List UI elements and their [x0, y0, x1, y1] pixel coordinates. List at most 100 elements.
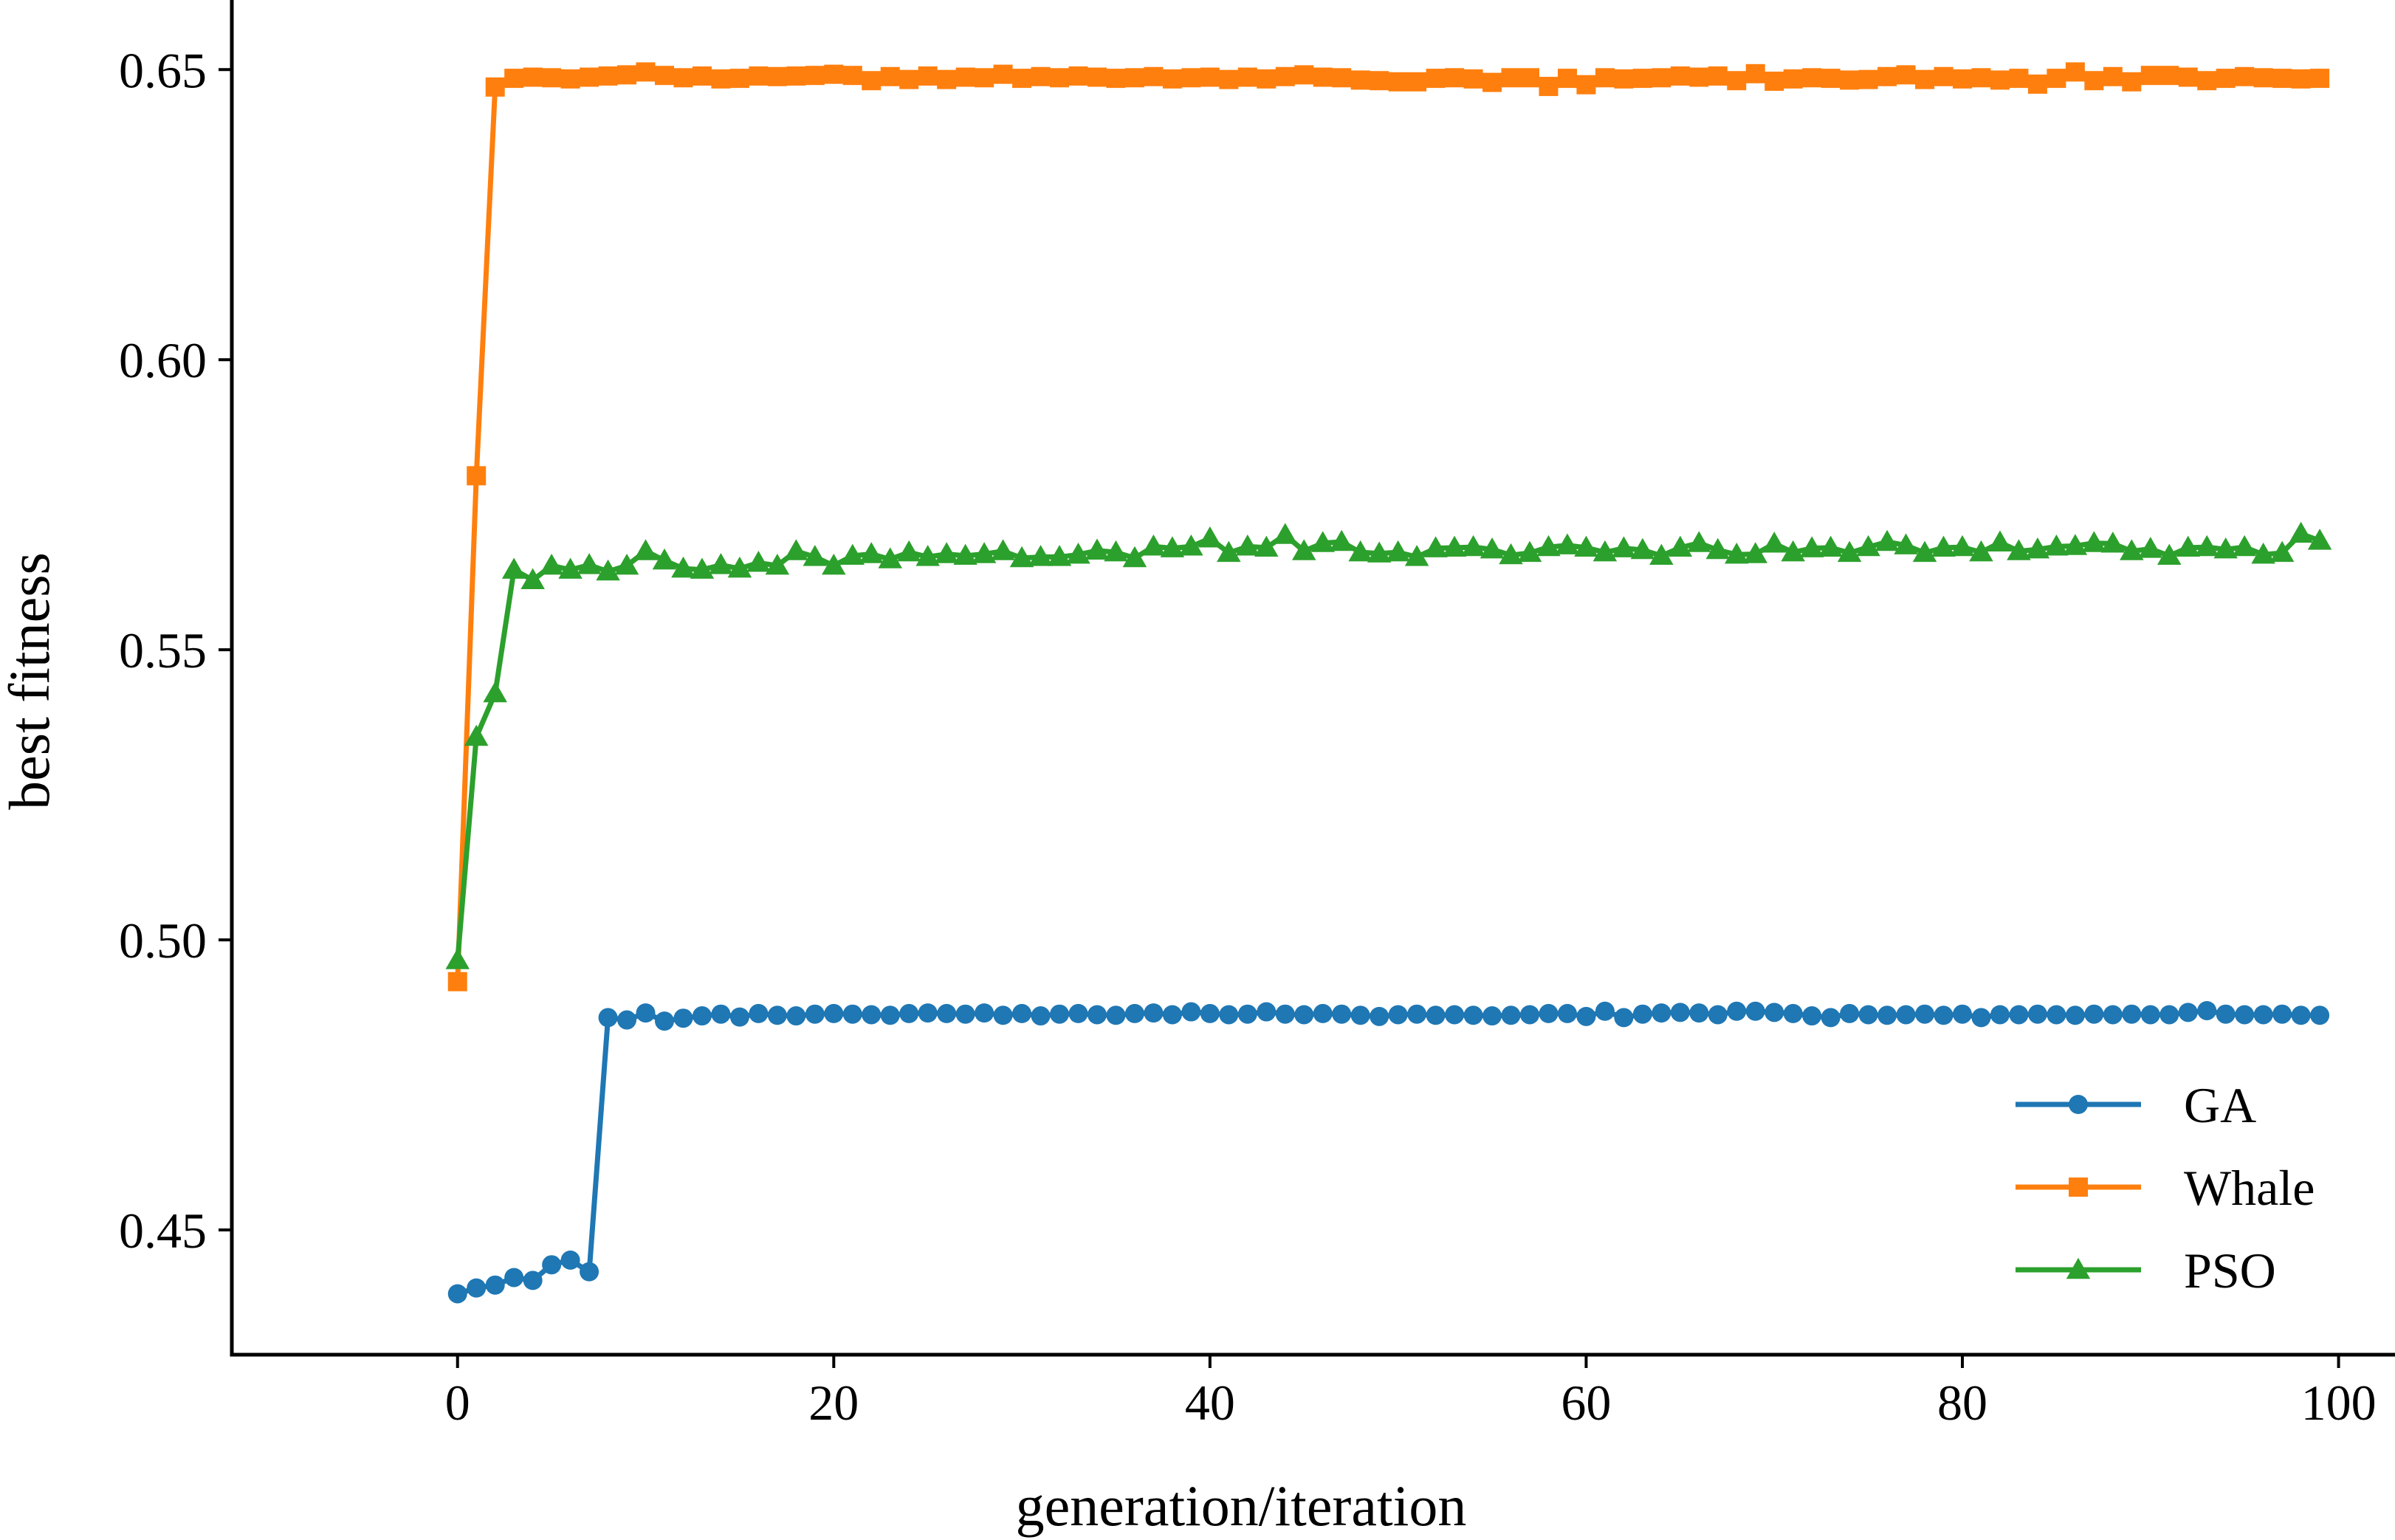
ga-data-point — [1877, 1006, 1897, 1025]
pso-data-point — [2082, 531, 2106, 552]
ga-data-point — [899, 1003, 919, 1023]
whale-data-point — [523, 67, 543, 87]
pso-data-point — [1536, 534, 1561, 557]
whale-data-point — [447, 972, 467, 991]
whale-data-point — [1388, 72, 1408, 92]
whale-data-point — [2047, 69, 2066, 89]
whale-data-point — [1783, 69, 1803, 89]
whale-data-point — [1727, 71, 1747, 91]
pso-data-point — [2157, 543, 2182, 566]
pso-data-point — [2063, 534, 2088, 555]
whale-data-point — [1652, 68, 1671, 88]
whale-data-point — [918, 66, 938, 86]
ga-data-point — [1821, 1008, 1841, 1028]
whale-data-point — [1858, 69, 1878, 89]
pso-data-point — [1555, 533, 1580, 554]
whale-data-point — [2291, 69, 2311, 89]
ga-data-point — [993, 1006, 1013, 1025]
pso-data-point — [1273, 523, 1298, 544]
ga-data-point — [824, 1003, 844, 1023]
ga-data-point — [1445, 1005, 1465, 1025]
pso-data-point — [1856, 534, 1880, 557]
whale-data-point — [1765, 72, 1784, 92]
ga-data-point — [1745, 1001, 1765, 1021]
pso-data-point — [1517, 540, 1542, 563]
whale-data-point — [824, 64, 844, 84]
whale-data-point — [2253, 68, 2273, 88]
pso-data-point — [1104, 540, 1128, 562]
whale-data-point — [542, 68, 562, 88]
whale-data-point — [993, 64, 1013, 84]
ga-data-point — [1501, 1006, 1521, 1025]
whale-data-point — [673, 68, 693, 88]
y-tick-label: 0.65 — [119, 42, 207, 98]
pso-data-point — [1122, 546, 1147, 568]
whale-data-point — [1520, 68, 1539, 88]
pso-data-point — [746, 551, 771, 572]
ga-data-point — [880, 1006, 900, 1025]
ga-data-point — [1313, 1003, 1333, 1023]
ga-data-point — [767, 1006, 787, 1025]
y-axis-label: best fitness — [0, 552, 61, 810]
ga-data-point — [1388, 1005, 1408, 1025]
pso-data-point — [1310, 531, 1335, 552]
whale-data-point — [2027, 74, 2047, 94]
pso-data-point — [1292, 539, 1316, 560]
pso-data-point — [2100, 532, 2126, 553]
whale-data-point — [1050, 68, 1070, 88]
ga-data-point — [1162, 1005, 1182, 1025]
whale-data-point — [1313, 67, 1333, 87]
whale-data-point — [1934, 66, 1954, 86]
ga-data-point — [1765, 1003, 1784, 1022]
whale-data-point — [1990, 70, 2010, 90]
pso-data-point — [2007, 539, 2031, 560]
pso-data-point — [652, 548, 677, 570]
pso-data-point — [2044, 534, 2069, 556]
ga-data-point — [2253, 1005, 2273, 1025]
ga-data-point — [1727, 1001, 1747, 1021]
whale-data-point — [1237, 67, 1257, 87]
ga-data-point — [655, 1011, 674, 1031]
pso-data-point — [2194, 534, 2219, 557]
whale-data-point — [1802, 68, 1822, 88]
pso-data-point — [596, 559, 620, 581]
ga-data-point — [2310, 1006, 2330, 1025]
whale-data-point — [2009, 69, 2029, 89]
pso-data-point — [1725, 543, 1749, 564]
ga-series-line — [456, 1008, 2320, 1296]
ga-data-point — [2027, 1004, 2047, 1024]
legend-entry-whale: Whale — [2016, 1160, 2315, 1216]
pso-data-point — [1480, 537, 1505, 559]
pso-data-point — [859, 542, 884, 563]
whale-data-point — [1200, 67, 1220, 87]
ga-data-point — [1050, 1004, 1070, 1024]
whale-data-point — [1463, 69, 1483, 89]
ga-data-point — [2122, 1004, 2142, 1024]
pso-data-point — [803, 545, 828, 566]
ga-data-point — [2065, 1006, 2085, 1025]
ga-data-point — [598, 1008, 618, 1028]
pso-data-point — [765, 553, 790, 575]
ga-data-point — [560, 1250, 580, 1270]
whale-data-point — [2178, 67, 2198, 87]
ga-data-point — [1087, 1005, 1107, 1025]
ga-data-point — [1237, 1004, 1257, 1024]
whale-data-point — [2197, 71, 2217, 91]
ga-data-point — [729, 1007, 749, 1027]
whale-data-point — [1219, 69, 1239, 89]
pso-data-point — [1235, 534, 1260, 556]
pso-data-point — [2269, 540, 2295, 563]
whale-data-point — [862, 71, 882, 91]
whale-data-point — [1124, 68, 1144, 88]
ga-data-point — [1407, 1004, 1427, 1024]
ga-data-point — [1482, 1006, 1502, 1026]
whale-data-point — [2272, 69, 2292, 89]
ga-data-point — [786, 1006, 806, 1026]
whale-data-point — [1031, 66, 1051, 86]
whale-data-point — [1332, 68, 1352, 88]
ga-data-point — [1652, 1003, 1671, 1023]
ga-data-point — [1670, 1003, 1690, 1022]
ga-data-point — [1200, 1003, 1220, 1023]
ga-data-point — [673, 1008, 693, 1028]
